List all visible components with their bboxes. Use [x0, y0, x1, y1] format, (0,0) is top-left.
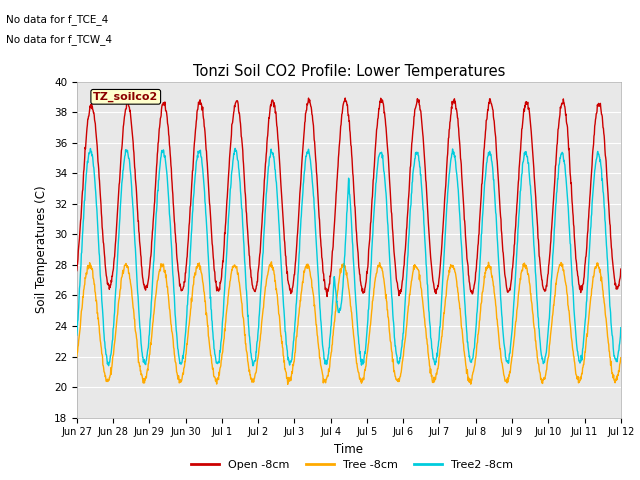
Legend: Open -8cm, Tree -8cm, Tree2 -8cm: Open -8cm, Tree -8cm, Tree2 -8cm: [187, 456, 517, 474]
Text: TZ_soilco2: TZ_soilco2: [93, 92, 158, 102]
Y-axis label: Soil Temperatures (C): Soil Temperatures (C): [35, 186, 48, 313]
Title: Tonzi Soil CO2 Profile: Lower Temperatures: Tonzi Soil CO2 Profile: Lower Temperatur…: [193, 64, 505, 79]
Text: No data for f_TCE_4: No data for f_TCE_4: [6, 14, 109, 25]
X-axis label: Time: Time: [334, 443, 364, 456]
Text: No data for f_TCW_4: No data for f_TCW_4: [6, 34, 113, 45]
